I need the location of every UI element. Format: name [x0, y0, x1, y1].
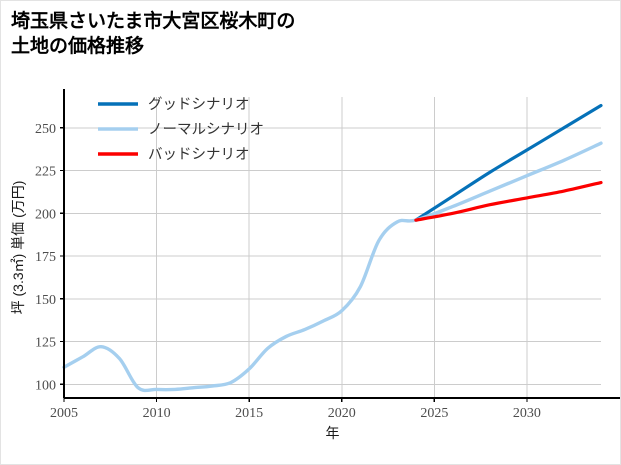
page-title: 埼玉県さいたま市大宮区桜木町の 土地の価格推移: [11, 11, 296, 58]
x-tick-label: 2010: [143, 406, 171, 421]
y-tick-label: 100: [35, 378, 56, 393]
legend-label: ノーマルシナリオ: [148, 122, 264, 138]
axis-titles: 年 坪 (3.3㎡) 単価 (万円): [10, 181, 340, 441]
series-line: [62, 141, 603, 393]
gridlines: [63, 97, 601, 398]
x-tick-label: 2030: [513, 406, 541, 421]
y-tick-label: 150: [35, 293, 56, 308]
tick-labels: 100 125 150 175 200 225 250 2005 2010 2015 2020 202…: [35, 122, 541, 421]
x-tick-label: 2020: [328, 406, 356, 421]
y-tick-label: 175: [35, 250, 56, 265]
x-axis-title: 年: [326, 425, 340, 441]
series-line: [414, 180, 603, 222]
x-tick-label: 2015: [235, 406, 263, 421]
y-tick-label: 250: [35, 122, 56, 137]
y-axis-title: 坪 (3.3㎡) 単価 (万円): [10, 181, 26, 315]
axes: [60, 89, 620, 402]
series-lines: [62, 103, 603, 393]
y-tick-label: 200: [35, 207, 56, 222]
legend-label: グッドシナリオ: [148, 96, 250, 113]
series-line: [414, 103, 603, 222]
x-tick-label: 2025: [420, 406, 448, 421]
legend-label: バッドシナリオ: [148, 147, 250, 163]
y-tick-label: 125: [35, 336, 56, 351]
y-tick-label: 225: [35, 165, 56, 180]
x-tick-label: 2005: [50, 406, 78, 421]
